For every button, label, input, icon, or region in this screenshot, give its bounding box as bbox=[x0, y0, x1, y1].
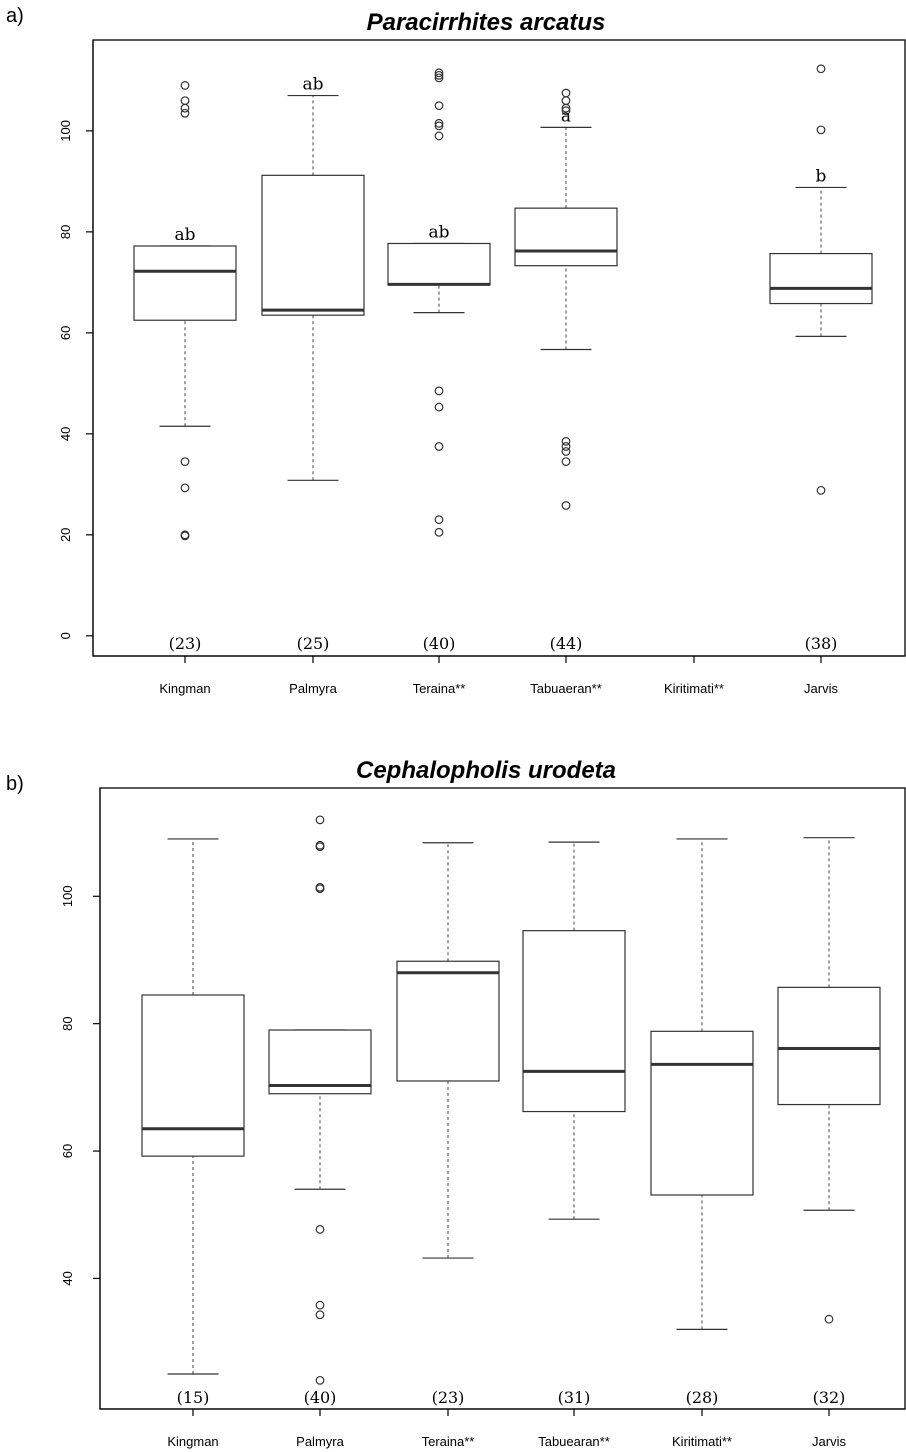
sample-count-label: (28) bbox=[686, 1388, 719, 1407]
panel-a-y-tick-label: 80 bbox=[58, 225, 73, 239]
panel-a-x-tick-label: Kiritimati** bbox=[664, 681, 724, 696]
panel-a-x-tick-label: Palmyra bbox=[289, 681, 337, 696]
panel-a-box-3: a (44) bbox=[515, 89, 617, 653]
panel-a-title: Paracirrhites arcatus bbox=[367, 9, 606, 36]
outlier-point bbox=[435, 102, 443, 110]
outlier-point bbox=[562, 89, 570, 97]
panel-b-box-4: (28) bbox=[651, 839, 753, 1407]
panel-b-box-5: (32) bbox=[778, 838, 880, 1407]
panel-a-chart: a) Paracirrhites arcatus 0 20 40 60 80 100 Ki… bbox=[6, 5, 905, 696]
significance-label: ab bbox=[428, 222, 449, 242]
iqr-box bbox=[388, 243, 490, 284]
outlier-point bbox=[825, 1315, 833, 1323]
sample-count-label: (31) bbox=[558, 1388, 591, 1407]
panel-a-y-tick-label: 100 bbox=[58, 120, 73, 142]
panel-b-box-1: (40) bbox=[269, 816, 371, 1407]
iqr-box bbox=[778, 987, 880, 1104]
sample-count-label: (25) bbox=[297, 634, 330, 653]
panel-b-x-tick-label: Tabuearan** bbox=[538, 1434, 610, 1449]
outlier-point bbox=[817, 65, 825, 73]
significance-label: a bbox=[561, 106, 571, 126]
iqr-box bbox=[770, 254, 872, 304]
panel-b-y-axis: 40 60 80 100 bbox=[60, 788, 100, 1409]
sample-count-label: (38) bbox=[805, 634, 838, 653]
outlier-point bbox=[435, 443, 443, 451]
panel-b-x-tick-label: Teraina** bbox=[422, 1434, 475, 1449]
panel-b-y-tick-label: 80 bbox=[60, 1016, 75, 1030]
iqr-box bbox=[262, 175, 364, 315]
panel-a-x-tick-label: Teraina** bbox=[413, 681, 466, 696]
outlier-point bbox=[817, 487, 825, 495]
panel-a-y-tick-label: 40 bbox=[58, 427, 73, 441]
outlier-point bbox=[817, 126, 825, 134]
panel-b-x-tick-label: Jarvis bbox=[812, 1434, 846, 1449]
panel-a-x-tick-label: Tabuaeran** bbox=[530, 681, 602, 696]
sample-count-label: (40) bbox=[423, 634, 456, 653]
panel-b-x-tick-label: Kiritimati** bbox=[672, 1434, 732, 1449]
panel-a-plot-frame bbox=[93, 40, 905, 656]
outlier-point bbox=[181, 104, 189, 112]
panel-a-box-2: ab (40) bbox=[388, 69, 490, 653]
panel-b-chart: b) Cephalopholis urodeta 40 60 80 100 Kingm… bbox=[6, 757, 905, 1449]
panel-b-y-tick-label: 100 bbox=[60, 885, 75, 907]
outlier-point bbox=[562, 97, 570, 105]
panel-b-x-tick-label: Kingman bbox=[167, 1434, 218, 1449]
panel-a-box-1: ab (25) bbox=[262, 75, 364, 653]
outlier-point bbox=[435, 528, 443, 536]
outlier-point bbox=[435, 387, 443, 395]
outlier-point bbox=[562, 438, 570, 446]
outlier-point bbox=[435, 516, 443, 524]
iqr-box bbox=[142, 995, 244, 1156]
panel-b-label: b) bbox=[6, 773, 24, 795]
outlier-point bbox=[316, 1377, 324, 1385]
iqr-box bbox=[523, 931, 625, 1112]
panel-a-x-tick-label: Kingman bbox=[159, 681, 210, 696]
panel-b-y-tick-label: 60 bbox=[60, 1144, 75, 1158]
panel-a-label: a) bbox=[6, 5, 24, 27]
panel-a-x-axis: Kingman Palmyra Teraina** Tabuaeran** Kiriti… bbox=[93, 656, 905, 696]
outlier-point bbox=[316, 1226, 324, 1234]
sample-count-label: (32) bbox=[813, 1388, 846, 1407]
significance-label: ab bbox=[302, 75, 323, 95]
panel-b-box-2: (23) bbox=[397, 843, 499, 1407]
iqr-box bbox=[397, 961, 499, 1081]
panel-b-title: Cephalopholis urodeta bbox=[356, 757, 616, 784]
outlier-point bbox=[435, 403, 443, 411]
iqr-box bbox=[134, 246, 236, 320]
outlier-point bbox=[181, 97, 189, 105]
outlier-point bbox=[562, 502, 570, 510]
outlier-point bbox=[181, 484, 189, 492]
panel-a-box-0: ab (23) bbox=[134, 82, 236, 653]
panel-a-y-tick-label: 60 bbox=[58, 326, 73, 340]
panel-b-x-tick-label: Palmyra bbox=[296, 1434, 344, 1449]
outlier-point bbox=[316, 816, 324, 824]
sample-count-label: (15) bbox=[177, 1388, 210, 1407]
outlier-point bbox=[316, 1301, 324, 1309]
iqr-box bbox=[651, 1031, 753, 1195]
iqr-box bbox=[515, 208, 617, 266]
panel-b-box-3: (31) bbox=[523, 842, 625, 1407]
panel-a-y-tick-label: 0 bbox=[58, 632, 73, 639]
significance-label: b bbox=[816, 166, 827, 186]
sample-count-label: (44) bbox=[550, 634, 583, 653]
sample-count-label: (23) bbox=[169, 634, 202, 653]
panel-b-x-axis: Kingman Palmyra Teraina** Tabuearan** Kiriti… bbox=[100, 1409, 905, 1449]
panel-a-x-tick-label: Jarvis bbox=[804, 681, 838, 696]
panel-b-y-tick-label: 40 bbox=[60, 1271, 75, 1285]
outlier-point bbox=[316, 1311, 324, 1319]
panel-a-box-5: b (38) bbox=[770, 65, 872, 653]
outlier-point bbox=[435, 132, 443, 140]
panel-a-y-axis: 0 20 40 60 80 100 bbox=[58, 40, 93, 656]
sample-count-label: (40) bbox=[304, 1388, 337, 1407]
outlier-point bbox=[181, 82, 189, 90]
panel-a-boxes: ab (23) ab (25) ab (40) a (44) b (38) bbox=[134, 65, 872, 653]
significance-label: ab bbox=[174, 225, 195, 245]
panel-b-box-0: (15) bbox=[142, 839, 244, 1407]
sample-count-label: (23) bbox=[432, 1388, 465, 1407]
panel-b-boxes: (15) (40) (23) (31) (28) (32) bbox=[142, 816, 880, 1407]
outlier-point bbox=[562, 458, 570, 466]
panel-a-y-tick-label: 20 bbox=[58, 528, 73, 542]
outlier-point bbox=[181, 458, 189, 466]
